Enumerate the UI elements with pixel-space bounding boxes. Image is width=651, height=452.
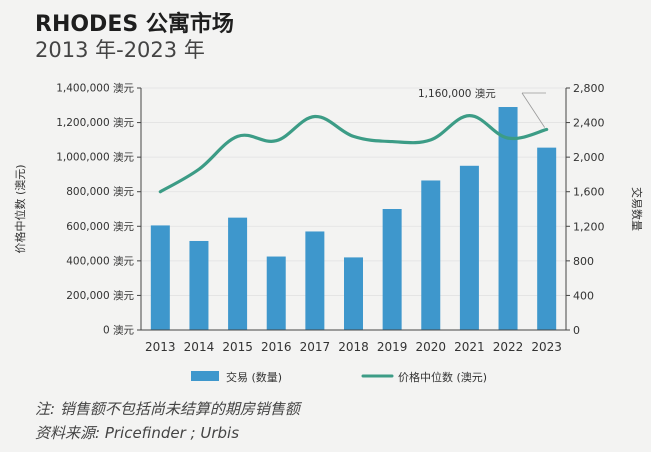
bar-2015 <box>228 217 248 330</box>
x-tick-label: 2014 <box>184 340 215 354</box>
x-tick-label: 2016 <box>261 340 292 354</box>
right-axis-ticks: 0 400 800 1,200 1,600 2,000 2,400 2,800 <box>566 82 605 337</box>
footnote-note: 注: 销售额不包括尚未结算的期房销售额 <box>35 400 300 418</box>
x-tick-label: 2017 <box>300 340 331 354</box>
x-tick-label: 2021 <box>454 340 485 354</box>
bar-2020 <box>421 180 441 330</box>
left-tick-label: 0 澳元 <box>103 324 135 337</box>
right-tick-label: 800 <box>573 255 594 268</box>
legend: 交易 (数量) 价格中位数 (澳元) <box>191 370 487 384</box>
chart: 0 澳元 200,000 澳元 400,000 澳元 600,000 澳元 800,00… <box>13 82 644 385</box>
bar-2021 <box>459 165 479 330</box>
right-tick-label: 2,800 <box>573 82 605 95</box>
annotation: 1,160,000 澳元 <box>418 87 546 128</box>
left-tick-label: 1,400,000 澳元 <box>56 82 134 95</box>
x-tick-label: 2018 <box>338 340 369 354</box>
bar-2018 <box>344 257 363 330</box>
bar-2023 <box>537 147 557 330</box>
left-tick-label: 800,000 澳元 <box>66 185 134 198</box>
right-tick-label: 1,600 <box>573 186 605 199</box>
right-tick-label: 400 <box>573 289 594 302</box>
bar-series <box>150 107 557 330</box>
right-tick-label: 2,400 <box>573 117 605 130</box>
x-tick-label: 2019 <box>377 340 408 354</box>
annotation-leader-diag <box>521 92 546 128</box>
bar-2019 <box>382 209 402 330</box>
x-tick-label: 2015 <box>222 340 253 354</box>
x-tick-label: 2013 <box>145 340 176 354</box>
left-axis-ticks: 0 澳元 200,000 澳元 400,000 澳元 600,000 澳元 800,00… <box>56 82 141 337</box>
bar-2014 <box>189 240 209 330</box>
x-axis-ticks: 2013 2014 2015 2016 2017 2018 2019 2020 2021 2022… <box>145 340 562 354</box>
legend-label-bar: 交易 (数量) <box>226 370 282 384</box>
bar-2017 <box>305 231 325 330</box>
bar-2022 <box>498 107 518 330</box>
median-price-line <box>158 114 549 194</box>
left-tick-label: 600,000 澳元 <box>66 220 134 233</box>
chart-title: RHODES 公寓市场 <box>35 12 234 37</box>
left-tick-label: 1,000,000 澳元 <box>56 151 134 164</box>
right-axis-label: 交易数量 <box>630 187 644 231</box>
x-tick-label: 2022 <box>493 340 524 354</box>
left-axis-label: 价格中位数 (澳元) <box>13 164 27 253</box>
annotation-label: 1,160,000 澳元 <box>418 87 496 100</box>
bar-2016 <box>266 256 286 330</box>
x-tick-label: 2023 <box>531 340 562 354</box>
left-tick-label: 400,000 澳元 <box>66 254 134 267</box>
chart-subtitle: 2013 年-2023 年 <box>35 38 205 62</box>
x-tick-label: 2020 <box>415 340 446 354</box>
legend-swatch-bar <box>191 371 219 381</box>
bar-2013 <box>150 225 170 330</box>
right-tick-label: 0 <box>573 324 580 337</box>
right-tick-label: 2,000 <box>573 151 605 164</box>
left-tick-label: 1,200,000 澳元 <box>56 116 134 129</box>
line-series <box>158 114 549 194</box>
left-tick-label: 200,000 澳元 <box>66 289 134 302</box>
footnote-source: 资料来源: Pricefinder ; Urbis <box>35 424 240 442</box>
right-tick-label: 1,200 <box>573 220 605 233</box>
legend-label-line: 价格中位数 (澳元) <box>398 370 487 384</box>
